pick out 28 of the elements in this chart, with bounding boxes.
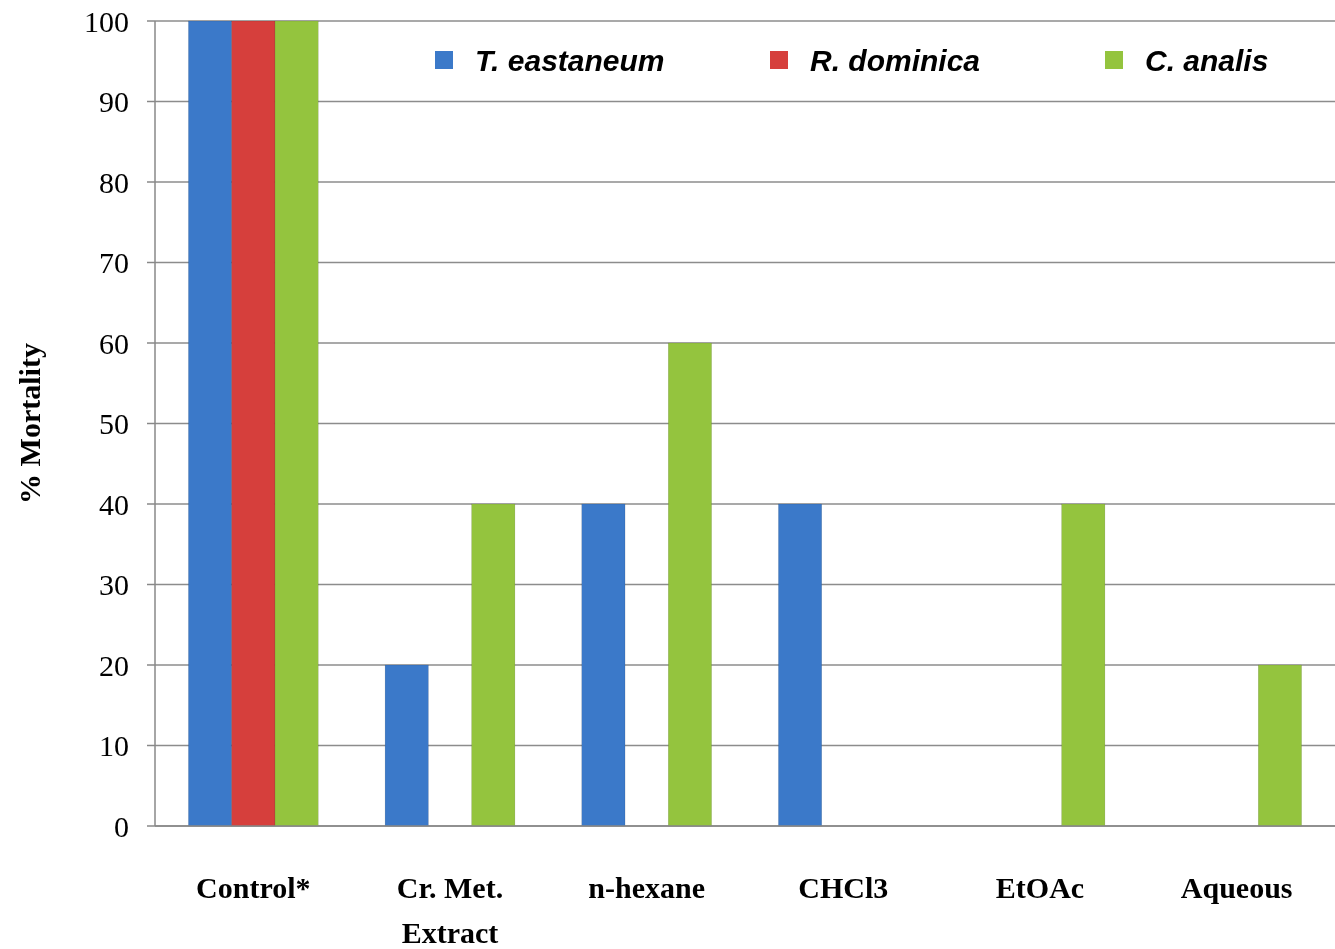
- x-tick-label: Aqueous: [1180, 871, 1293, 904]
- legend-label: T. eastaneum: [475, 43, 665, 77]
- legend-label: R. dominica: [810, 43, 981, 77]
- y-tick-label: 40: [99, 487, 129, 521]
- y-tick-label: 20: [99, 648, 129, 682]
- y-tick-label: 70: [99, 246, 129, 279]
- bar: [668, 342, 712, 827]
- y-tick-label: 80: [99, 165, 129, 199]
- y-tick-label: 0: [114, 809, 129, 843]
- bar: [581, 503, 626, 827]
- y-tick-label: 60: [99, 326, 129, 360]
- x-tick-label: Control*: [196, 871, 311, 904]
- bar: [1061, 503, 1106, 827]
- bar: [471, 503, 516, 827]
- x-tick-label: n-hexane: [588, 871, 706, 904]
- x-tick-label: EtOAc: [995, 871, 1085, 904]
- bar: [384, 664, 429, 827]
- bar: [778, 503, 822, 827]
- legend-label: C. analis: [1145, 43, 1269, 77]
- y-axis-title: % Mortality: [13, 343, 46, 504]
- y-tick-label: 10: [99, 729, 129, 762]
- y-tick-label: 50: [99, 407, 129, 440]
- x-tick-label: Cr. Met. Extract: [396, 871, 504, 949]
- y-tick-label: 30: [99, 568, 129, 601]
- y-tick-label: 100: [84, 4, 129, 38]
- x-tick-label: CHCl3: [798, 871, 889, 904]
- bar: [1258, 664, 1302, 827]
- y-tick-label: 90: [99, 85, 129, 118]
